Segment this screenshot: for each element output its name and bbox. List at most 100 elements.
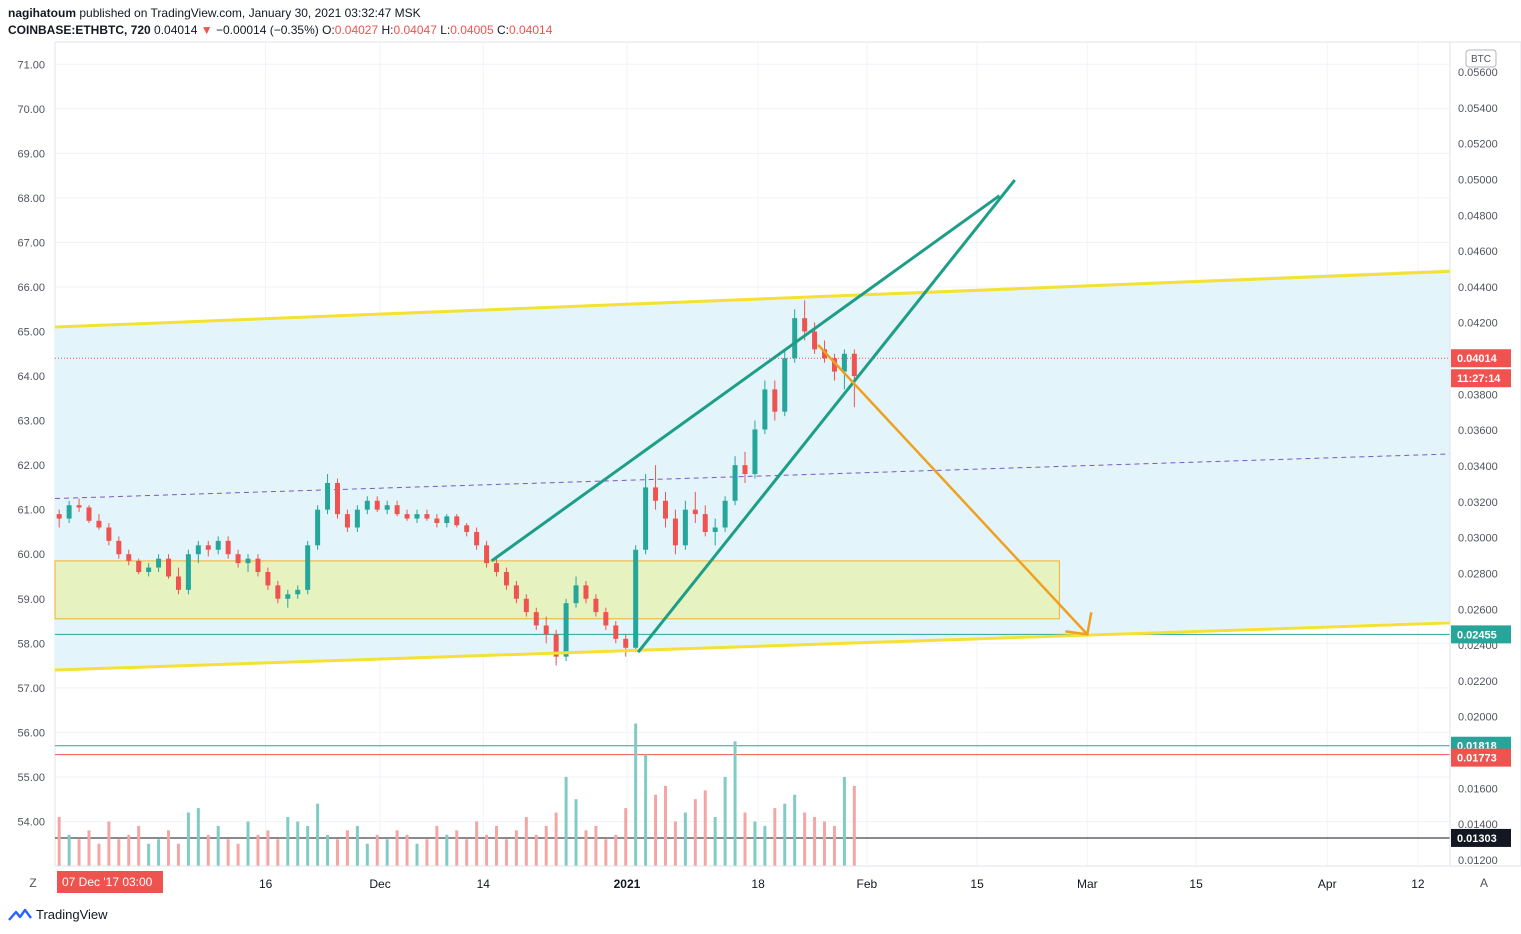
volume-bar <box>375 834 379 866</box>
candle-body <box>712 527 718 532</box>
tradingview-logo-icon <box>8 908 32 921</box>
candle-body <box>166 558 172 577</box>
candle-body <box>235 554 241 564</box>
left-tick-label: 56.00 <box>17 727 45 739</box>
candle-body <box>315 509 321 546</box>
candle-body <box>404 514 410 519</box>
candle-body <box>623 638 629 648</box>
volume-bar <box>842 776 846 866</box>
x-tick-label: Mar <box>1077 877 1098 891</box>
zoom-button[interactable]: Z <box>29 876 37 890</box>
right-tick-label: 0.01600 <box>1458 783 1498 795</box>
auto-scale-button[interactable]: A <box>1479 876 1488 890</box>
right-tick-label: 0.03200 <box>1458 497 1498 509</box>
candle-body <box>295 589 301 595</box>
wedge-lower-line <box>636 179 1016 654</box>
volume-bar <box>286 817 290 866</box>
right-tick-label: 0.03400 <box>1458 461 1498 473</box>
candle-body <box>583 585 589 599</box>
demand-zone-box <box>54 560 1060 620</box>
left-tick-label: 58.00 <box>17 638 45 650</box>
left-tick-label: 66.00 <box>17 282 45 294</box>
x-tick-label: 18 <box>751 877 765 891</box>
candle-body <box>175 576 181 590</box>
volume-bar <box>176 843 180 866</box>
left-tick-label: 69.00 <box>17 148 45 160</box>
price-label-text: 0.01303 <box>1457 833 1497 845</box>
volume-bar <box>415 843 419 866</box>
left-tick-label: 70.00 <box>17 104 45 116</box>
right-tick-label: 0.05400 <box>1458 103 1498 115</box>
price-label-box <box>1451 748 1511 767</box>
price-label-box <box>1451 349 1511 368</box>
volume-bar <box>137 825 141 866</box>
right-tick-label: 0.05600 <box>1458 67 1498 79</box>
left-tick-label: 61.00 <box>17 505 45 517</box>
volume-bar <box>524 817 528 866</box>
candle-body <box>732 465 738 501</box>
volume-bar <box>773 808 777 866</box>
candle-body <box>434 518 440 524</box>
candle-body <box>792 318 798 359</box>
right-tick-label: 0.02800 <box>1458 568 1498 580</box>
target-arrow-head <box>1065 612 1093 636</box>
brand-name: TradingView <box>36 907 108 922</box>
volume-bar <box>574 799 578 866</box>
candle-body <box>593 598 599 613</box>
volume-bar <box>673 821 677 866</box>
volume-bar <box>544 825 548 866</box>
right-tick-label: 0.02000 <box>1458 712 1498 724</box>
right-tick-label: 0.04200 <box>1458 318 1498 330</box>
right-tick-label: 0.05200 <box>1458 139 1498 151</box>
volume-bar <box>832 825 836 866</box>
volume-bar <box>813 817 817 866</box>
channel-upper-line <box>54 267 1521 329</box>
left-tick-label: 65.00 <box>17 327 45 339</box>
price-label-text: 0.01773 <box>1457 753 1497 765</box>
volume-bar <box>296 821 300 866</box>
candle-body <box>752 429 758 475</box>
candle-body <box>185 554 191 590</box>
candle-body <box>56 514 62 519</box>
candle-body <box>762 389 768 430</box>
volume-bar <box>405 834 409 866</box>
x-tick-label: 12 <box>1411 877 1425 891</box>
candle-body <box>364 500 370 510</box>
left-tick-label: 71.00 <box>17 59 45 71</box>
candle-body <box>672 518 678 546</box>
volume-bar <box>495 825 499 866</box>
right-tick-label: 0.04600 <box>1458 246 1498 258</box>
candle-body <box>523 598 529 613</box>
candle-body <box>692 509 698 515</box>
candle-body <box>146 567 152 573</box>
volume-bar <box>276 839 280 866</box>
currency-label: BTC <box>1471 54 1491 65</box>
volume-bar <box>226 839 230 866</box>
candle-body <box>76 505 82 508</box>
volume-bar <box>355 825 359 866</box>
volume-bar <box>594 825 598 866</box>
x-tick-label: Dec <box>369 877 390 891</box>
volume-bar <box>97 843 101 866</box>
left-tick-label: 59.00 <box>17 594 45 606</box>
volume-bar <box>306 825 310 866</box>
volume-bar <box>485 834 489 866</box>
symbol-info-bar: COINBASE:ETHBTC, 720 0.04014 ▼ −0.00014 … <box>8 23 552 37</box>
publisher-name[interactable]: nagihatoum <box>8 6 76 20</box>
left-tick-label: 62.00 <box>17 460 45 472</box>
left-tick-label: 60.00 <box>17 549 45 561</box>
price-chart[interactable]: 71.00 70.00 69.00 68.00 67.00 66.00 65.00 64.00… <box>0 0 1521 900</box>
candle-body <box>742 465 748 475</box>
volume-bar <box>196 808 200 866</box>
candle-body <box>116 540 122 555</box>
volume-bar <box>385 839 389 866</box>
high-label: H: <box>381 23 394 37</box>
candle-body <box>563 603 569 657</box>
volume-bar <box>624 808 628 866</box>
candle-body <box>195 545 201 555</box>
candle-body <box>812 331 818 350</box>
tradingview-brand[interactable]: TradingView <box>8 907 108 922</box>
candle-body <box>325 482 331 510</box>
time-axis: 16 Dec 14 2021 18 Feb 15 Mar 15 Apr 12 07 Dec '17 0… <box>55 865 1450 893</box>
right-tick-label: 0.03000 <box>1458 533 1498 545</box>
